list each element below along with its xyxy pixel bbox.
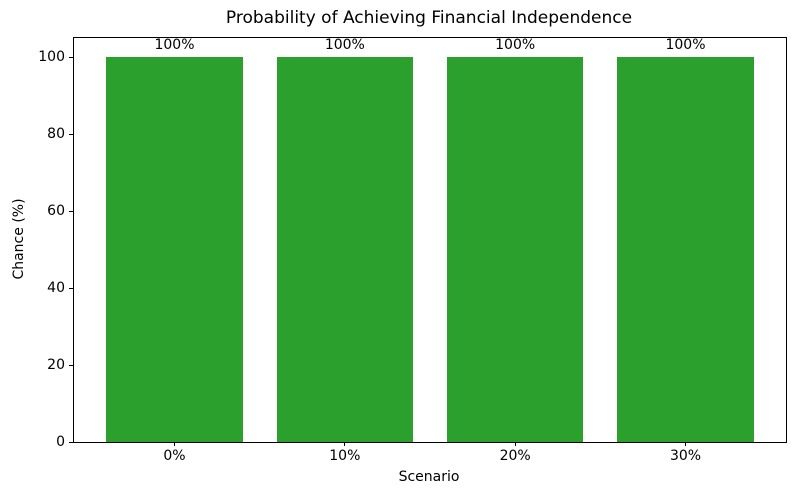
bar [106, 57, 243, 442]
y-tick-label: 100 [38, 49, 65, 66]
x-tick-mark [685, 442, 686, 446]
x-tick-mark [173, 442, 175, 446]
x-axis-label: Scenario [398, 469, 460, 485]
y-tick-mark [69, 56, 73, 58]
y-axis-label: Chance (%) [11, 198, 27, 280]
y-tick-mark [69, 133, 73, 135]
y-tick-label: 40 [47, 280, 65, 297]
bar-value-label: 100% [154, 37, 195, 54]
x-tick-label: 0% [163, 448, 186, 464]
x-tick-mark [344, 442, 346, 446]
y-tick-label: 0 [56, 434, 65, 450]
bar-value-label: 100% [495, 37, 536, 54]
y-tick-label: 20 [47, 357, 65, 374]
x-tick-label: 30% [669, 448, 702, 464]
x-tick-label: 20% [499, 448, 531, 464]
bar [276, 57, 413, 442]
y-tick-mark [69, 210, 73, 212]
y-tick-label: 80 [47, 126, 65, 143]
y-tick-mark [69, 441, 73, 443]
y-tick-mark [69, 364, 73, 366]
y-tick-mark [69, 287, 73, 289]
x-tick-mark [514, 442, 516, 446]
bar [447, 57, 584, 442]
plot-area: 0 20 40 60 80 100 100% 0% 100% 10% 100% 20% 100% 30% [38, 37, 787, 464]
bar-value-label: 100% [665, 37, 706, 54]
chart-title: Probability of Achieving Financial Indep… [225, 8, 633, 28]
y-tick-label: 60 [47, 203, 65, 220]
bar [617, 57, 754, 442]
bar-value-label: 100% [324, 37, 365, 54]
x-tick-label: 10% [329, 448, 361, 464]
